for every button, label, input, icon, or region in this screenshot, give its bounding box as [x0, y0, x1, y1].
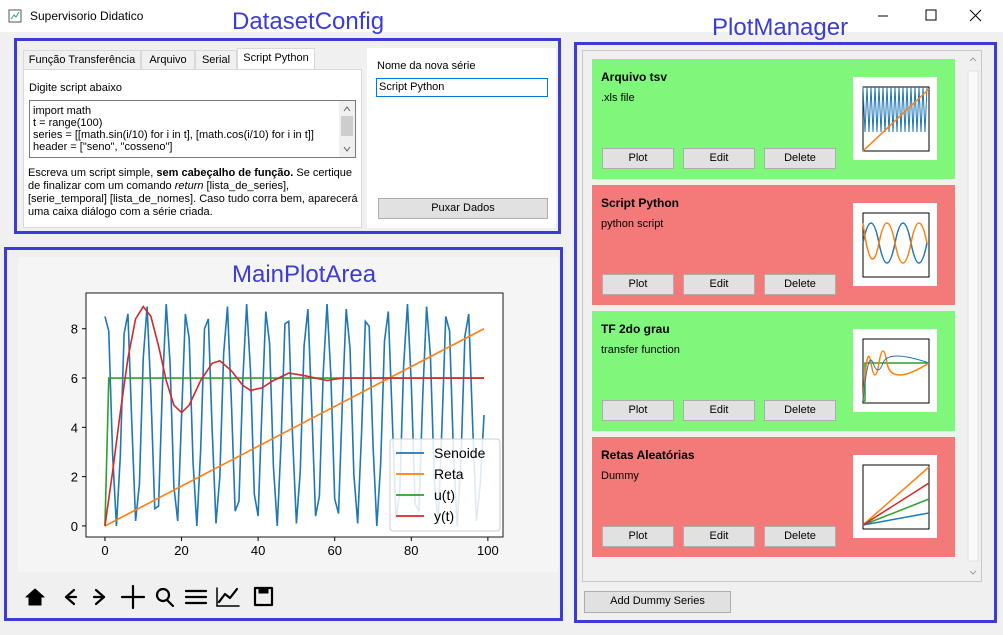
- axes-frame: [85, 292, 504, 538]
- x-tick-label: 100: [477, 543, 499, 558]
- pull-data-button[interactable]: Puxar Dados: [378, 198, 548, 219]
- legend-label: Reta: [434, 466, 464, 482]
- help-segment: Escreva um script simple,: [28, 167, 157, 179]
- name-panel: Nome da nova série Script Python Puxar D…: [367, 48, 556, 228]
- card-subtitle: Dummy: [601, 470, 639, 482]
- card-button[interactable]: Plot: [602, 148, 674, 169]
- card-subtitle: python script: [601, 218, 664, 230]
- card-button[interactable]: Delete: [764, 274, 836, 295]
- thumbnail-plot: [862, 86, 930, 152]
- tab[interactable]: Script Python: [237, 48, 315, 70]
- main-plot-frame: [4, 247, 563, 621]
- tab[interactable]: Arquivo: [141, 50, 195, 69]
- legend-label: y(t): [434, 508, 454, 524]
- y-tick-label: 4: [71, 420, 78, 435]
- help-segment: Se certique de finalizar com um comando: [28, 167, 353, 192]
- window-controls[interactable]: [860, 0, 1003, 32]
- help-text: Escreva um script simple, sem cabeçalho …: [28, 167, 362, 219]
- series-card: Script Python python script Plot Edit Delete: [592, 185, 955, 305]
- plot-toolbar[interactable]: [20, 582, 290, 614]
- card-title: Retas Aleatórias: [601, 448, 695, 462]
- editor-scrollbar[interactable]: [339, 101, 355, 157]
- legend-label: u(t): [434, 487, 455, 503]
- thumbnail-plot: [862, 464, 930, 530]
- card-button[interactable]: Plot: [602, 400, 674, 421]
- y-tick-label: 6: [71, 371, 78, 386]
- code-line: t = range(100): [33, 117, 103, 129]
- help-segment: sem cabeçalho de função.: [156, 167, 294, 179]
- card-subtitle: transfer function: [601, 344, 680, 356]
- y-tick-label: 0: [71, 519, 78, 534]
- add-dummy-button[interactable]: Add Dummy Series: [584, 591, 731, 613]
- x-tick-label: 0: [101, 543, 108, 558]
- card-button[interactable]: Edit: [683, 526, 755, 547]
- x-tick-label: 80: [404, 543, 418, 558]
- card-title: Script Python: [601, 196, 680, 210]
- main-chart: 0 20 40 60 80 100 0 2 4 6 8 Senoide Reta u(t) y(t): [71, 292, 504, 558]
- app-icon: [8, 9, 22, 23]
- plot-manager-frame: [574, 42, 997, 623]
- annotation: PlotManager: [712, 14, 849, 41]
- card-button[interactable]: Delete: [764, 400, 836, 421]
- code-line: import math: [33, 105, 92, 117]
- series-line: [104, 328, 485, 527]
- name-input[interactable]: Script Python: [376, 78, 548, 97]
- legend-box: [389, 438, 501, 532]
- thumbnail: [853, 329, 937, 412]
- x-tick-label: 40: [251, 543, 265, 558]
- code-line: header = ["seno", "cosseno"]: [33, 141, 173, 153]
- series-card: Arquivo tsv .xls file Plot Edit Delete: [592, 59, 955, 179]
- thumbnail: [853, 77, 937, 160]
- dataset-config-frame: [14, 38, 561, 234]
- y-tick-label: 2: [71, 470, 78, 485]
- card-button[interactable]: Plot: [602, 274, 674, 295]
- legend-label: Senoide: [434, 445, 486, 461]
- card-subtitle: .xls file: [601, 92, 635, 104]
- card-button[interactable]: Edit: [683, 148, 755, 169]
- card-button[interactable]: Edit: [683, 400, 755, 421]
- annotation: DatasetConfig: [232, 8, 385, 35]
- thumbnail-plot: [862, 212, 930, 278]
- thumbnail: [853, 455, 937, 538]
- card-button[interactable]: Edit: [683, 274, 755, 295]
- card-button[interactable]: Delete: [764, 148, 836, 169]
- annotation: MainPlotArea: [232, 261, 377, 288]
- tab-pane: Digite script abaixo import math t = rang…: [23, 69, 362, 228]
- code-line: series = [[math.sin(i/10) for i in t], […: [33, 129, 314, 141]
- x-tick-label: 60: [327, 543, 341, 558]
- card-button[interactable]: Delete: [764, 526, 836, 547]
- tab[interactable]: Serial: [195, 50, 237, 69]
- y-tick-label: 8: [71, 322, 78, 337]
- tab[interactable]: Função Transferência: [23, 50, 141, 69]
- series-card: Retas Aleatórias Dummy Plot Edit Delete: [592, 437, 955, 557]
- x-tick-label: 20: [174, 543, 188, 558]
- thumbnail-plot: [862, 338, 930, 404]
- help-segment: return: [174, 180, 204, 192]
- script-editor[interactable]: import math t = range(100) series = [[math…: [29, 100, 356, 158]
- card-title: Arquivo tsv: [601, 70, 668, 84]
- card-title: TF 2do grau: [601, 322, 670, 336]
- series-scrollbar[interactable]: [965, 51, 981, 581]
- window-title: Supervisorio Didatico: [30, 9, 144, 23]
- name-label: Nome da nova série: [377, 60, 476, 72]
- help-segment: [lista_de_series], [serie_temporal] [lis…: [28, 180, 358, 218]
- series-line: [104, 305, 485, 527]
- script-label: Digite script abaixo: [29, 82, 122, 94]
- title-bar: Supervisorio Didatico: [0, 0, 1003, 32]
- card-button[interactable]: Plot: [602, 526, 674, 547]
- thumbnail: [853, 203, 937, 286]
- series-card: TF 2do grau transfer function Plot Edit Dele…: [592, 311, 955, 431]
